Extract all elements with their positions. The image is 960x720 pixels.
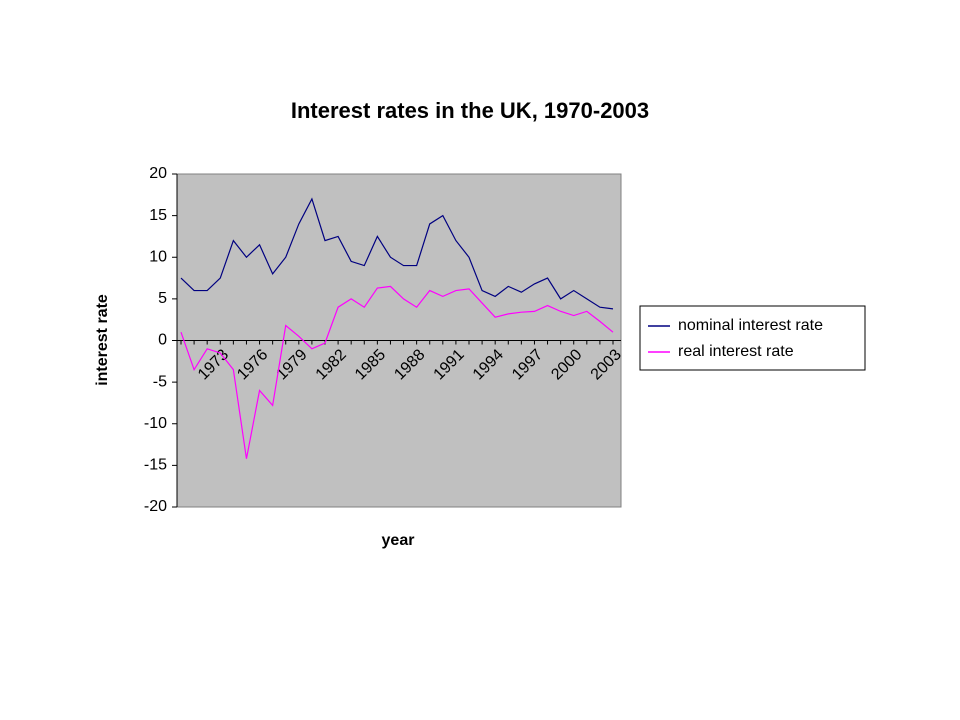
y-tick-label: -20 — [144, 498, 167, 515]
y-tick-label: 10 — [149, 248, 167, 265]
y-tick-label: -10 — [144, 415, 167, 432]
chart-title: Interest rates in the UK, 1970-2003 — [291, 98, 649, 123]
y-tick-label: 15 — [149, 207, 167, 224]
y-axis-label: interest rate — [94, 294, 111, 386]
legend — [639, 305, 866, 371]
y-tick-label: 5 — [158, 290, 167, 307]
y-tick-label: 0 — [158, 332, 167, 349]
y-tick-label: -15 — [144, 457, 167, 474]
y-tick-label: 20 — [149, 165, 167, 182]
y-tick-label: -5 — [153, 373, 167, 390]
legend-label: nominal interest rate — [678, 317, 823, 334]
series-line — [180, 197, 614, 310]
legend-label: real interest rate — [678, 343, 794, 360]
x-axis-label: year — [382, 532, 415, 549]
series-line — [180, 285, 614, 459]
